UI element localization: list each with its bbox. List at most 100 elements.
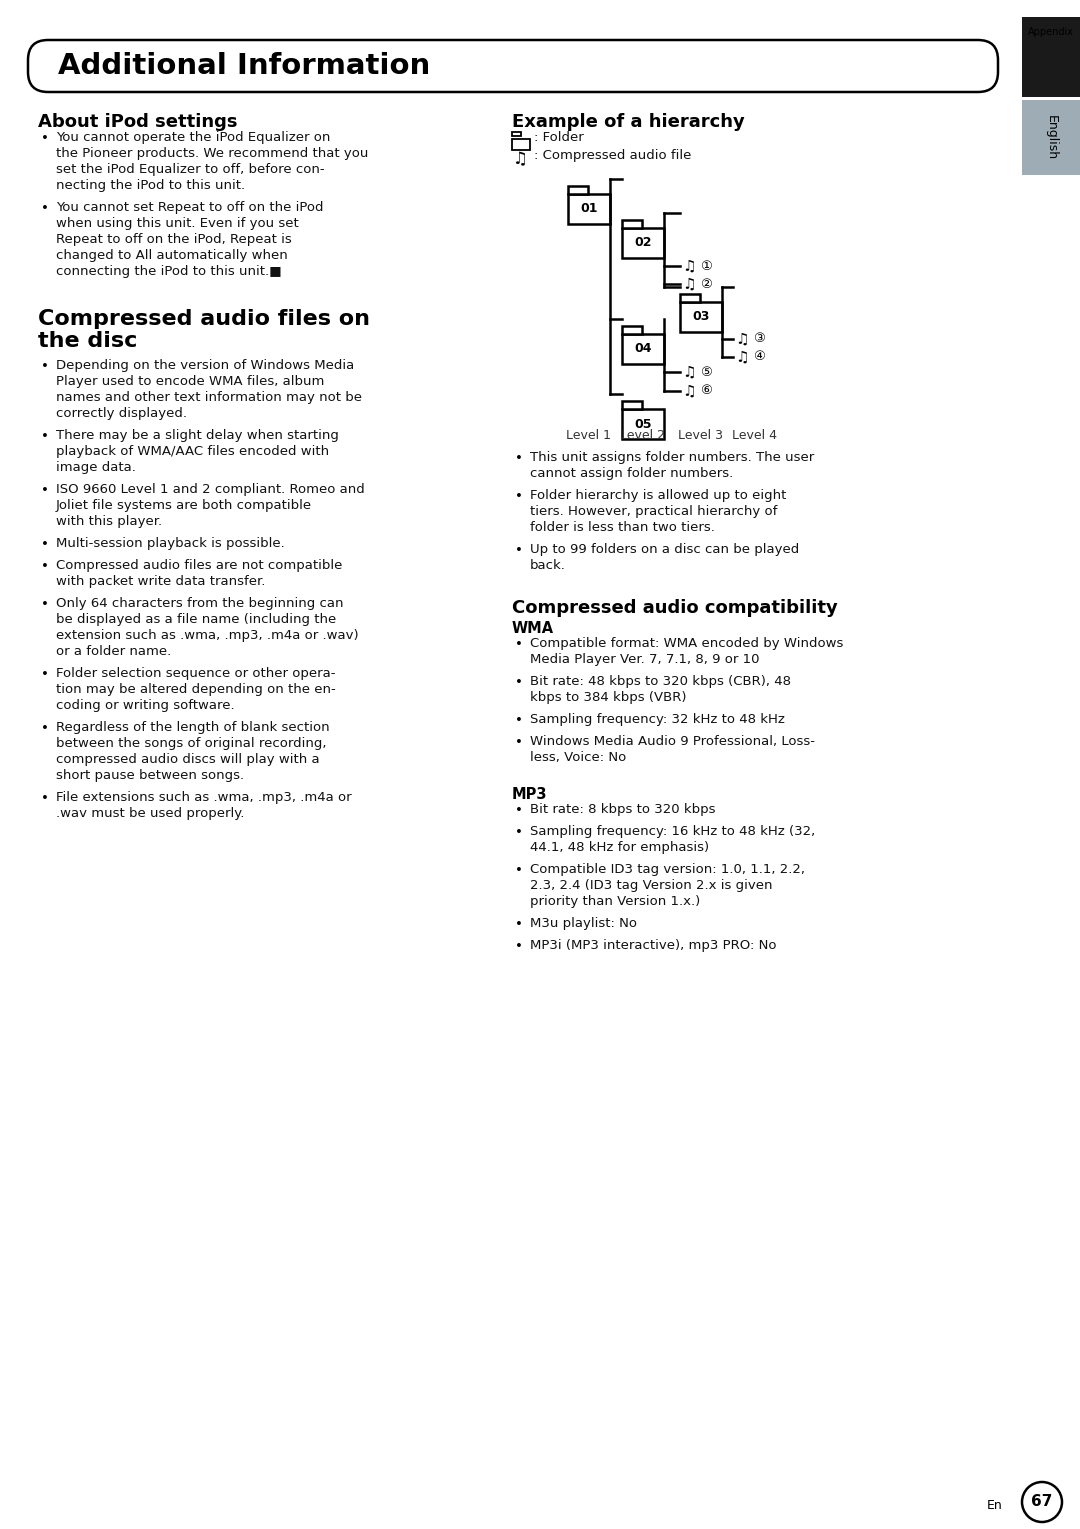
Text: •: • [515, 544, 523, 557]
Text: This unit assigns folder numbers. The user: This unit assigns folder numbers. The us… [530, 451, 814, 463]
Text: Multi-session playback is possible.: Multi-session playback is possible. [56, 537, 285, 550]
Text: connecting the iPod to this unit.■: connecting the iPod to this unit.■ [56, 265, 282, 278]
Text: There may be a slight delay when starting: There may be a slight delay when startin… [56, 430, 339, 442]
Text: •: • [41, 538, 49, 550]
Text: 05: 05 [634, 417, 651, 431]
Text: correctly displayed.: correctly displayed. [56, 407, 187, 420]
Text: with this player.: with this player. [56, 515, 162, 528]
Text: •: • [41, 131, 49, 145]
Text: English: English [1044, 115, 1057, 161]
Text: •: • [515, 638, 523, 651]
Text: the disc: the disc [38, 330, 137, 352]
Text: Compatible ID3 tag version: 1.0, 1.1, 2.2,: Compatible ID3 tag version: 1.0, 1.1, 2.… [530, 862, 805, 876]
Text: extension such as .wma, .mp3, .m4a or .wav): extension such as .wma, .mp3, .m4a or .w… [56, 628, 359, 642]
Text: coding or writing software.: coding or writing software. [56, 699, 234, 713]
Text: Sampling frequency: 32 kHz to 48 kHz: Sampling frequency: 32 kHz to 48 kHz [530, 713, 785, 726]
Text: Only 64 characters from the beginning can: Only 64 characters from the beginning ca… [56, 596, 343, 610]
Text: 2.3, 2.4 (ID3 tag Version 2.x is given: 2.3, 2.4 (ID3 tag Version 2.x is given [530, 879, 772, 891]
Text: Level 2: Level 2 [621, 430, 665, 442]
Text: set the iPod Equalizer to off, before con-: set the iPod Equalizer to off, before co… [56, 164, 325, 176]
Text: •: • [515, 489, 523, 503]
Text: Compressed audio files are not compatible: Compressed audio files are not compatibl… [56, 560, 342, 572]
Text: priority than Version 1.x.): priority than Version 1.x.) [530, 894, 700, 908]
Text: : Compressed audio file: : Compressed audio file [534, 148, 691, 162]
Text: •: • [41, 485, 49, 497]
Text: ♫: ♫ [513, 150, 528, 168]
Text: Joliet file systems are both compatible: Joliet file systems are both compatible [56, 498, 312, 512]
Text: •: • [515, 676, 523, 690]
Text: •: • [515, 917, 523, 931]
Text: ♫: ♫ [681, 364, 696, 379]
Text: 67: 67 [1031, 1494, 1053, 1509]
Text: Compressed audio files on: Compressed audio files on [38, 309, 370, 329]
Text: playback of WMA/AAC files encoded with: playback of WMA/AAC files encoded with [56, 445, 329, 459]
Text: less, Voice: No: less, Voice: No [530, 751, 626, 764]
Text: ④: ④ [753, 350, 765, 364]
Text: image data.: image data. [56, 462, 136, 474]
Text: Regardless of the length of blank section: Regardless of the length of blank sectio… [56, 722, 329, 734]
Bar [512, 131, 521, 136]
Text: •: • [515, 826, 523, 839]
Text: •: • [41, 792, 49, 804]
Text: Compatible format: WMA encoded by Windows: Compatible format: WMA encoded by Window… [530, 638, 843, 650]
Text: Folder selection sequence or other opera-: Folder selection sequence or other opera… [56, 667, 336, 680]
Text: MP3i (MP3 interactive), mp3 PRO: No: MP3i (MP3 interactive), mp3 PRO: No [530, 939, 777, 953]
Text: when using this unit. Even if you set: when using this unit. Even if you set [56, 217, 299, 229]
Text: 02: 02 [634, 237, 651, 249]
Text: 44.1, 48 kHz for emphasis): 44.1, 48 kHz for emphasis) [530, 841, 710, 855]
Text: About iPod settings: About iPod settings [38, 113, 238, 131]
Text: M3u playlist: No: M3u playlist: No [530, 917, 637, 930]
Text: Level 4: Level 4 [731, 430, 777, 442]
Text: •: • [515, 940, 523, 953]
Text: MP3: MP3 [512, 787, 548, 803]
Text: Bit rate: 8 kbps to 320 kbps: Bit rate: 8 kbps to 320 kbps [530, 803, 715, 816]
Text: •: • [41, 560, 49, 573]
Text: Example of a hierarchy: Example of a hierarchy [512, 113, 745, 131]
Text: Appendix: Appendix [1028, 28, 1074, 37]
Text: ②: ② [700, 277, 712, 291]
Text: folder is less than two tiers.: folder is less than two tiers. [530, 521, 715, 534]
Text: ♫: ♫ [735, 332, 748, 347]
Text: ⑥: ⑥ [700, 384, 712, 398]
Bar [512, 139, 530, 150]
Text: ①: ① [700, 260, 712, 272]
Text: •: • [515, 864, 523, 878]
Text: •: • [515, 453, 523, 465]
Bar [1022, 99, 1080, 174]
Text: Bit rate: 48 kbps to 320 kbps (CBR), 48: Bit rate: 48 kbps to 320 kbps (CBR), 48 [530, 674, 791, 688]
Text: 03: 03 [692, 310, 710, 324]
Text: •: • [515, 714, 523, 726]
Text: Level 3: Level 3 [678, 430, 724, 442]
Text: •: • [515, 804, 523, 816]
Text: Additional Information: Additional Information [58, 52, 430, 80]
Text: ♫: ♫ [735, 350, 748, 364]
Bar [568, 187, 588, 194]
Text: ♫: ♫ [681, 258, 696, 274]
Text: ♫: ♫ [681, 384, 696, 399]
Text: names and other text information may not be: names and other text information may not… [56, 391, 362, 404]
Bar [622, 408, 664, 439]
Bar [680, 303, 723, 332]
Text: •: • [41, 598, 49, 612]
Text: Folder hierarchy is allowed up to eight: Folder hierarchy is allowed up to eight [530, 489, 786, 502]
Text: .wav must be used properly.: .wav must be used properly. [56, 807, 244, 820]
Text: changed to All automatically when: changed to All automatically when [56, 249, 287, 261]
Text: 04: 04 [634, 342, 651, 356]
Text: ♫: ♫ [681, 277, 696, 292]
Text: between the songs of original recording,: between the songs of original recording, [56, 737, 326, 751]
Text: Repeat to off on the iPod, Repeat is: Repeat to off on the iPod, Repeat is [56, 232, 292, 246]
Text: ISO 9660 Level 1 and 2 compliant. Romeo and: ISO 9660 Level 1 and 2 compliant. Romeo … [56, 483, 365, 495]
Text: tiers. However, practical hierarchy of: tiers. However, practical hierarchy of [530, 505, 778, 518]
Text: You cannot set Repeat to off on the iPod: You cannot set Repeat to off on the iPod [56, 200, 324, 214]
Text: or a folder name.: or a folder name. [56, 645, 172, 657]
Text: back.: back. [530, 560, 566, 572]
Text: the Pioneer products. We recommend that you: the Pioneer products. We recommend that … [56, 147, 368, 161]
Bar [622, 326, 642, 333]
Bar [622, 333, 664, 364]
Text: •: • [515, 735, 523, 749]
Text: tion may be altered depending on the en-: tion may be altered depending on the en- [56, 683, 336, 696]
Text: WMA: WMA [512, 621, 554, 636]
Text: Sampling frequency: 16 kHz to 48 kHz (32,: Sampling frequency: 16 kHz to 48 kHz (32… [530, 826, 815, 838]
Text: •: • [41, 430, 49, 443]
Bar [568, 194, 610, 225]
